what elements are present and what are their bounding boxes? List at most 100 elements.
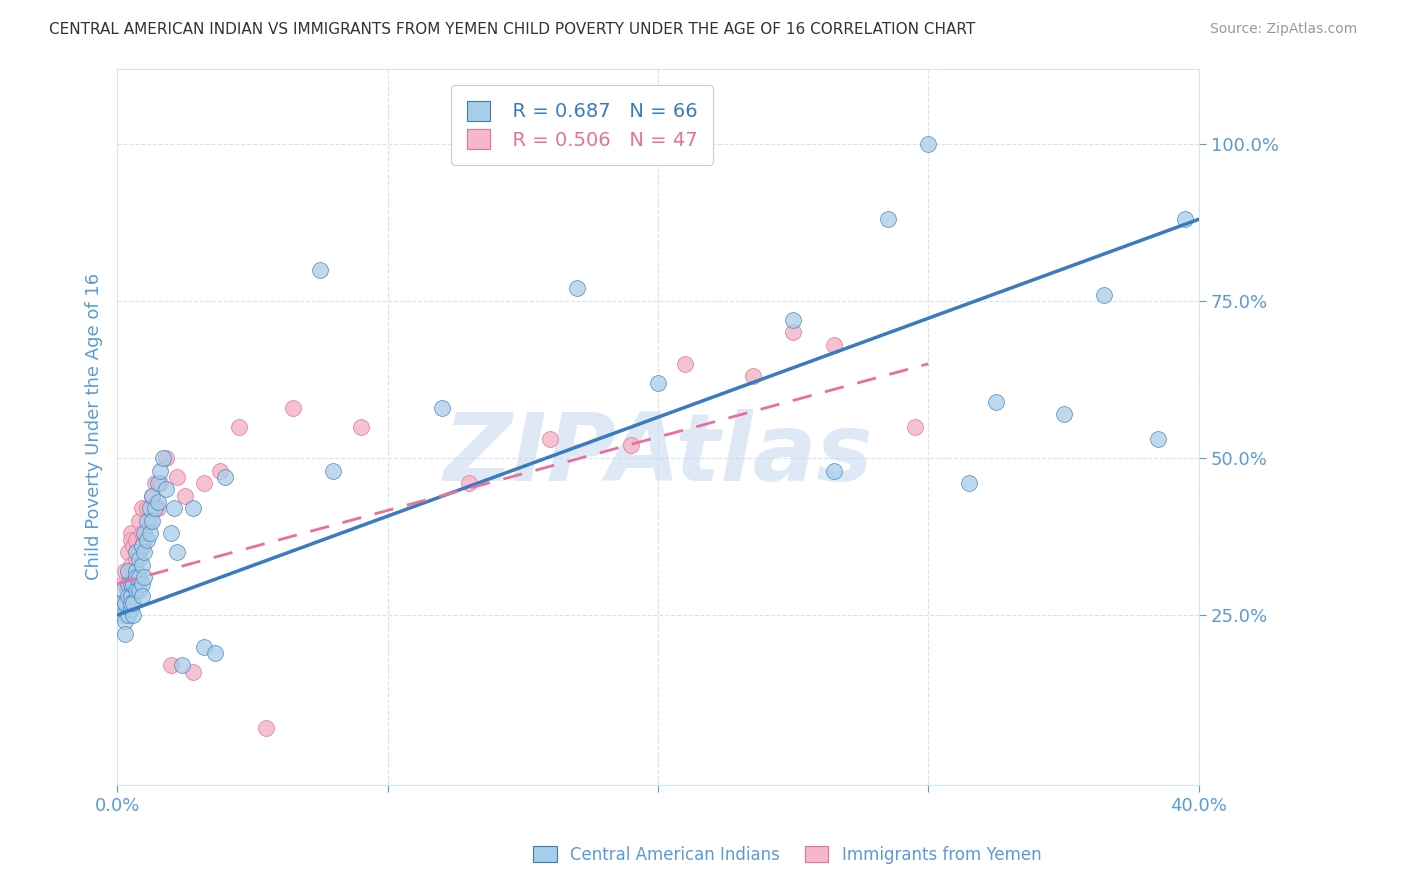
Point	[141, 514, 163, 528]
Point	[163, 501, 186, 516]
Text: ZIPAtlas: ZIPAtlas	[443, 409, 873, 501]
Point	[131, 501, 153, 516]
Point	[111, 582, 134, 597]
Point	[128, 551, 150, 566]
Point	[254, 721, 277, 735]
Point	[136, 533, 159, 547]
Point	[957, 476, 980, 491]
Point	[120, 602, 142, 616]
Point	[117, 589, 139, 603]
Point	[125, 564, 148, 578]
Point	[152, 451, 174, 466]
Point	[204, 646, 226, 660]
Point	[120, 558, 142, 572]
Point	[134, 545, 156, 559]
Point	[155, 483, 177, 497]
Point	[125, 570, 148, 584]
Point	[117, 576, 139, 591]
Point	[193, 640, 215, 654]
Point	[108, 596, 131, 610]
Point	[1147, 432, 1170, 446]
Point	[166, 470, 188, 484]
Point	[160, 526, 183, 541]
Point	[131, 539, 153, 553]
Point	[131, 558, 153, 572]
Point	[128, 545, 150, 559]
Point	[146, 501, 169, 516]
Point	[647, 376, 669, 390]
Point	[173, 489, 195, 503]
Point	[125, 582, 148, 597]
Point	[138, 501, 160, 516]
Point	[122, 576, 145, 591]
Point	[214, 470, 236, 484]
Point	[181, 501, 204, 516]
Point	[120, 533, 142, 547]
Point	[904, 419, 927, 434]
Point	[876, 212, 898, 227]
Text: Source: ZipAtlas.com: Source: ZipAtlas.com	[1209, 22, 1357, 37]
Point	[131, 539, 153, 553]
Point	[782, 313, 804, 327]
Point	[117, 576, 139, 591]
Point	[120, 589, 142, 603]
Point	[1052, 407, 1074, 421]
Point	[741, 369, 763, 384]
Point	[149, 476, 172, 491]
Point	[149, 464, 172, 478]
Point	[120, 596, 142, 610]
Point	[122, 596, 145, 610]
Point	[1092, 287, 1115, 301]
Point	[141, 489, 163, 503]
Point	[309, 262, 332, 277]
Point	[134, 526, 156, 541]
Point	[117, 608, 139, 623]
Point	[430, 401, 453, 415]
Point	[117, 564, 139, 578]
Point	[125, 551, 148, 566]
Point	[122, 608, 145, 623]
Point	[673, 357, 696, 371]
Point	[141, 489, 163, 503]
Point	[181, 665, 204, 679]
Point	[122, 539, 145, 553]
Point	[457, 476, 479, 491]
Point	[782, 326, 804, 340]
Point	[117, 545, 139, 559]
Point	[120, 526, 142, 541]
Point	[917, 136, 939, 151]
Point	[281, 401, 304, 415]
Point	[120, 589, 142, 603]
Point	[120, 576, 142, 591]
Point	[111, 576, 134, 591]
Point	[146, 476, 169, 491]
Point	[114, 627, 136, 641]
Point	[134, 570, 156, 584]
Point	[131, 576, 153, 591]
Point	[114, 596, 136, 610]
Point	[322, 464, 344, 478]
Point	[160, 658, 183, 673]
Point	[823, 464, 845, 478]
Point	[146, 495, 169, 509]
Point	[122, 564, 145, 578]
Point	[620, 438, 643, 452]
Point	[984, 394, 1007, 409]
Point	[823, 338, 845, 352]
Point	[114, 564, 136, 578]
Point	[128, 570, 150, 584]
Point	[125, 545, 148, 559]
Point	[128, 514, 150, 528]
Point	[136, 501, 159, 516]
Point	[128, 582, 150, 597]
Point	[172, 658, 194, 673]
Point	[131, 589, 153, 603]
Point	[228, 419, 250, 434]
Point	[131, 526, 153, 541]
Point	[138, 526, 160, 541]
Point	[111, 608, 134, 623]
Point	[108, 596, 131, 610]
Point	[138, 514, 160, 528]
Y-axis label: Child Poverty Under the Age of 16: Child Poverty Under the Age of 16	[86, 273, 103, 580]
Point	[193, 476, 215, 491]
